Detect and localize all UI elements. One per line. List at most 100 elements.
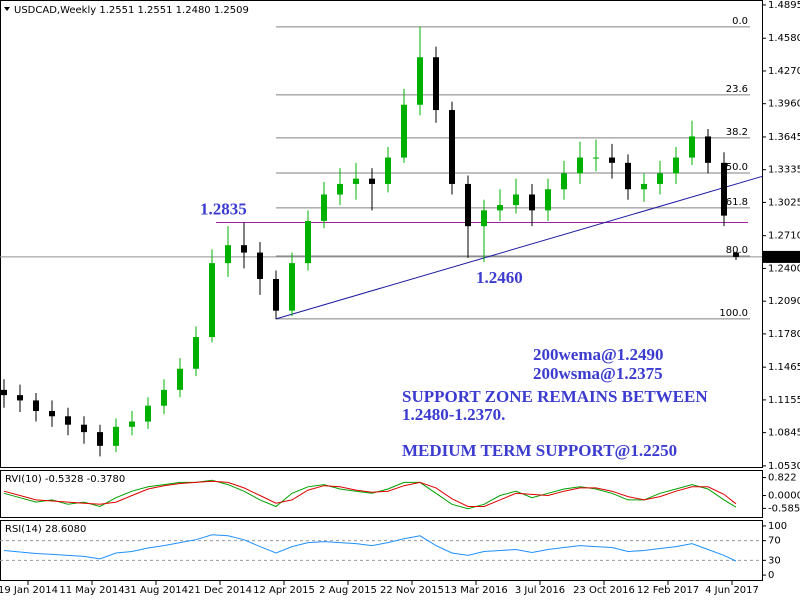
indicator-title: RSI(14) 28.6080 [5,524,86,535]
candle-body [273,278,279,311]
annotation: 200wema@1.2490 [533,345,664,364]
candle-body [145,405,151,422]
candle-body [193,337,199,369]
candle-body [417,57,423,105]
y-tick-label: 1.2400 [768,263,800,274]
y-tick-label: 1.3025 [768,197,800,208]
candle-body [385,157,391,184]
candle-body [1,389,7,396]
x-tick-label: 11 May 2014 [59,585,124,596]
candle-body [529,194,535,211]
fib-label: 61.8 [726,197,748,208]
indicator-y-tick-label: 70 [768,536,781,547]
candle-body [129,421,135,427]
main-panel-frame [0,0,763,468]
candle-body [625,162,631,190]
candle-body [321,194,327,221]
resistance-label: 1.2835 [200,199,247,218]
candle-body [161,389,167,406]
y-tick-label: 1.3335 [768,165,800,176]
y-tick-label: 1.0845 [768,428,800,439]
fib-label: 0.0 [732,16,748,27]
x-tick-label: 12 Apr 2015 [253,585,315,596]
y-tick-label: 1.3645 [768,132,800,143]
candle-body [497,205,503,211]
candle-body [225,245,231,264]
candle-body [401,104,407,158]
candle-body [33,400,39,411]
candle-body [353,178,359,184]
candle-body [369,178,375,184]
fib-label: 100.0 [719,308,748,319]
fib-label: 50.0 [726,162,748,173]
candle-body [337,183,343,195]
annotation: MEDIUM TERM SUPPORT@1.2250 [402,441,677,460]
candle-body [593,157,599,159]
annotation: 200wsma@1.2375 [533,364,663,383]
candle-body [733,252,739,257]
y-tick-label: 1.1780 [768,329,800,340]
rvi-panel-frame [0,470,763,518]
candle-body [177,368,183,390]
candle-body [705,136,711,163]
candle-body [561,173,567,190]
y-tick-label: 1.2090 [768,296,800,307]
candle-body [305,220,311,264]
x-tick-label: 19 Jan 2014 [0,585,58,596]
indicator-y-tick-label: -0.5859 [768,503,800,514]
x-tick-label: 22 Nov 2015 [380,585,444,596]
y-tick-label: 1.3960 [768,99,800,110]
candle-body [257,252,263,279]
indicator-line [3,534,737,562]
candle-body [689,136,695,158]
y-tick-label: 1.4270 [768,66,800,77]
candle-body [673,157,679,174]
indicator-y-tick-label: 0.0000 [768,491,800,502]
candle-body [209,263,215,338]
y-tick-label: 1.1465 [768,362,800,373]
indicator-line [3,479,737,510]
x-tick-label: 4 Jun 2017 [705,585,759,596]
indicator-title: RVI(10) -0.5328 -0.3780 [5,474,125,485]
symbol-marker [4,7,10,11]
x-tick-label: 3 Jul 2016 [515,585,565,596]
candle-body [433,57,439,111]
x-tick-label: 21 Dec 2014 [188,585,252,596]
last-price-label: 1.2509 [766,252,800,263]
indicator-y-tick-label: 0 [768,570,774,581]
y-tick-label: 1.4580 [768,33,800,44]
candle-body [481,210,487,227]
trendline [275,175,763,320]
x-tick-label: 23 Oct 2016 [573,585,635,596]
y-tick-label: 1.4895 [768,0,800,11]
candle-body [721,162,727,216]
candle-body [241,245,247,253]
y-tick-label: 1.0530 [768,461,800,472]
annotation: SUPPORT ZONE REMAINS BETWEEN [402,387,708,406]
candle-body [513,194,519,206]
rsi-panel-frame [0,520,763,581]
candle-body [577,157,583,174]
candle-body [81,424,87,433]
y-tick-label: 1.1155 [768,395,800,406]
candle-body [17,395,23,401]
candle-body [465,183,471,227]
y-tick-label: 1.2710 [768,231,800,242]
candle-body [545,189,551,211]
candle-body [49,410,55,417]
candle-body [449,110,455,184]
x-tick-label: 31 Aug 2014 [124,585,188,596]
indicator-y-tick-label: 30 [768,555,781,566]
candle-body [65,416,71,425]
candle-body [609,157,615,163]
candle-body [641,183,647,190]
annotation: 1.2480-1.2370. [402,405,505,424]
fib-label: 80.0 [726,245,748,256]
support-label: 1.2460 [476,268,523,287]
x-tick-label: 2 Aug 2015 [319,585,377,596]
candle-body [289,263,295,311]
x-tick-label: 12 Feb 2017 [637,585,699,596]
last-price-box [762,250,800,263]
